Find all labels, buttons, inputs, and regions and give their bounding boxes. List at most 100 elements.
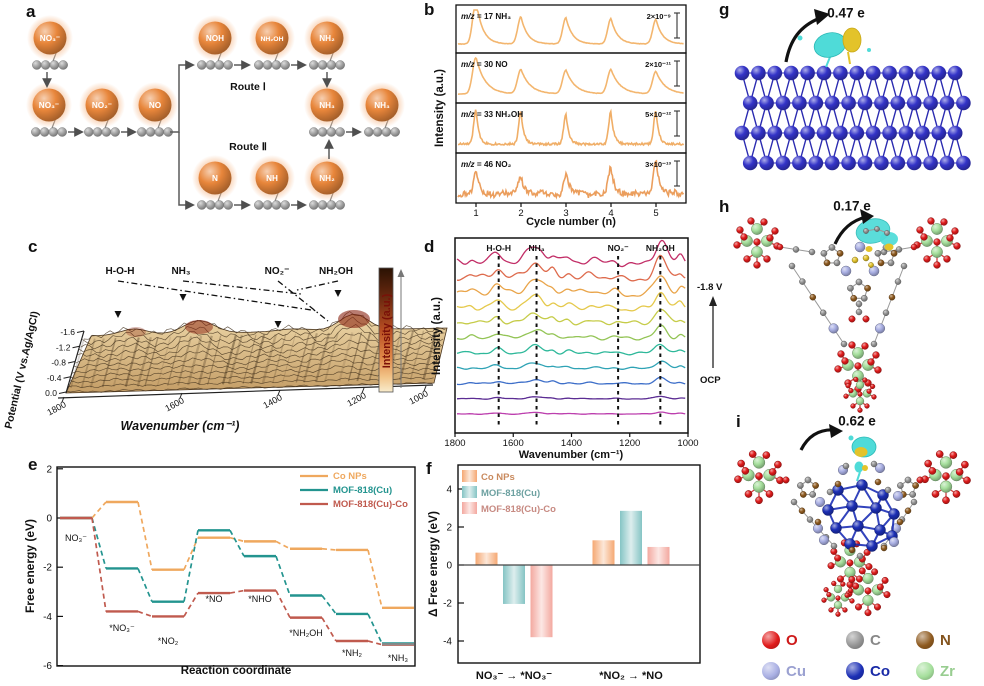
species-circle	[255, 161, 289, 195]
atom-c	[847, 284, 854, 292]
catalyst-cluster-sphere	[335, 127, 345, 137]
co-atom	[775, 95, 791, 111]
atom-o	[853, 376, 859, 383]
ftir-spectrum-line	[456, 275, 686, 297]
atom-cu	[840, 265, 852, 277]
annotation-arrowhead	[179, 294, 187, 301]
panel-d-xlabel: Wavenumber (cm⁻¹)	[518, 449, 624, 461]
trace-label: m/z = 46 NO₂	[461, 160, 512, 169]
atom-zr	[862, 572, 874, 585]
atom-o	[831, 580, 837, 587]
atom-c	[788, 262, 796, 270]
atom-o	[953, 242, 961, 250]
atom-legend-item-c: C	[846, 631, 881, 649]
catalyst-cluster-sphere	[335, 200, 345, 210]
panel-label-a: a	[26, 2, 36, 21]
ftir-spectrum-line	[457, 411, 686, 415]
atom-o	[916, 226, 924, 234]
co-atom	[734, 65, 750, 81]
atom-zr	[833, 584, 843, 594]
trace-box	[455, 152, 687, 204]
atom-o	[866, 388, 872, 394]
atom-o	[835, 595, 841, 601]
atom-o	[874, 603, 881, 611]
atom-cu	[854, 241, 866, 253]
atom-o	[776, 476, 784, 485]
co-atom	[759, 155, 774, 171]
x-tick-label: 1200	[619, 438, 640, 449]
scale-bar-label: 2×10⁻⁹	[647, 12, 672, 21]
energy-connector	[229, 529, 245, 557]
atom-legend-item-n: N	[916, 631, 951, 649]
trace-label: m/z = 17 NH₃	[461, 12, 511, 21]
atom-co	[874, 524, 886, 536]
panel-e-ylabel: Free energy (eV)	[23, 518, 37, 614]
co-atom	[956, 155, 971, 171]
atom-zr	[752, 456, 766, 469]
state-label: *NO₃⁻	[109, 623, 135, 633]
atom-n	[912, 482, 919, 489]
charge-isosurface-yellow	[884, 243, 894, 251]
atom-o	[927, 217, 935, 225]
atom-n	[848, 546, 856, 554]
atom-o	[823, 587, 829, 593]
atom-o	[871, 394, 877, 400]
atom-o	[933, 261, 941, 269]
atom-o	[856, 575, 863, 583]
atom-zr	[752, 480, 766, 493]
atom-symbol-label: C	[870, 631, 881, 649]
annotation-arrowhead	[274, 321, 282, 328]
atom-o	[837, 350, 845, 358]
atom-legend-item-co: Co	[846, 662, 890, 680]
panel-g-co-slab	[734, 9, 971, 171]
co-atom	[923, 95, 938, 111]
atom-n	[798, 507, 806, 515]
atom-n	[812, 482, 819, 489]
atom-cu	[868, 265, 880, 277]
atom-zr	[833, 600, 843, 610]
y-tick-label: 0	[446, 561, 452, 572]
atom-o	[864, 609, 872, 617]
legend-entry: Co NPs	[481, 472, 515, 483]
species-label: NO₃⁻	[40, 34, 60, 43]
panel-b-ylabel: Intensity (a.u.)	[434, 69, 446, 147]
atom-c	[870, 340, 878, 348]
atom-o	[748, 450, 757, 458]
x-tick-label: 1600	[503, 438, 524, 449]
atom-zr	[852, 347, 864, 359]
band-annotation: NO₂⁻	[265, 266, 290, 277]
atom-c	[855, 278, 863, 286]
energy-connector	[137, 568, 153, 602]
species-label: NH₂	[319, 34, 335, 43]
atom-c	[842, 462, 850, 470]
ftir-spectrum-line	[456, 376, 686, 386]
atom-c	[910, 498, 918, 506]
energy-connector	[367, 549, 383, 608]
band-annotation: NO₂⁻	[608, 243, 630, 253]
x-tick-label: 5	[653, 208, 658, 219]
energy-connector	[91, 501, 107, 519]
co-atom	[775, 155, 791, 171]
species-label: NO	[149, 101, 162, 110]
y-tick-label: -2	[443, 599, 452, 610]
atom-co	[856, 479, 868, 491]
co-atom	[816, 65, 832, 81]
species-circle	[365, 88, 399, 122]
energy-connector	[183, 592, 199, 617]
atom-o	[844, 592, 850, 598]
panel-d-potential-bottom-label: OCP	[700, 375, 721, 386]
atom-o	[916, 476, 924, 484]
atom-o	[943, 255, 951, 263]
catalyst-cluster-sphere	[223, 200, 233, 210]
atom-c	[790, 498, 798, 506]
energy-connector	[275, 540, 291, 550]
bar	[647, 546, 670, 565]
species-circle	[310, 88, 344, 122]
colorbar	[378, 267, 394, 393]
species-circle	[198, 161, 232, 195]
x-tick-label: 1400	[561, 438, 582, 449]
atom-o	[865, 563, 873, 571]
legend-entry: MOF-818(Cu)	[333, 485, 392, 496]
